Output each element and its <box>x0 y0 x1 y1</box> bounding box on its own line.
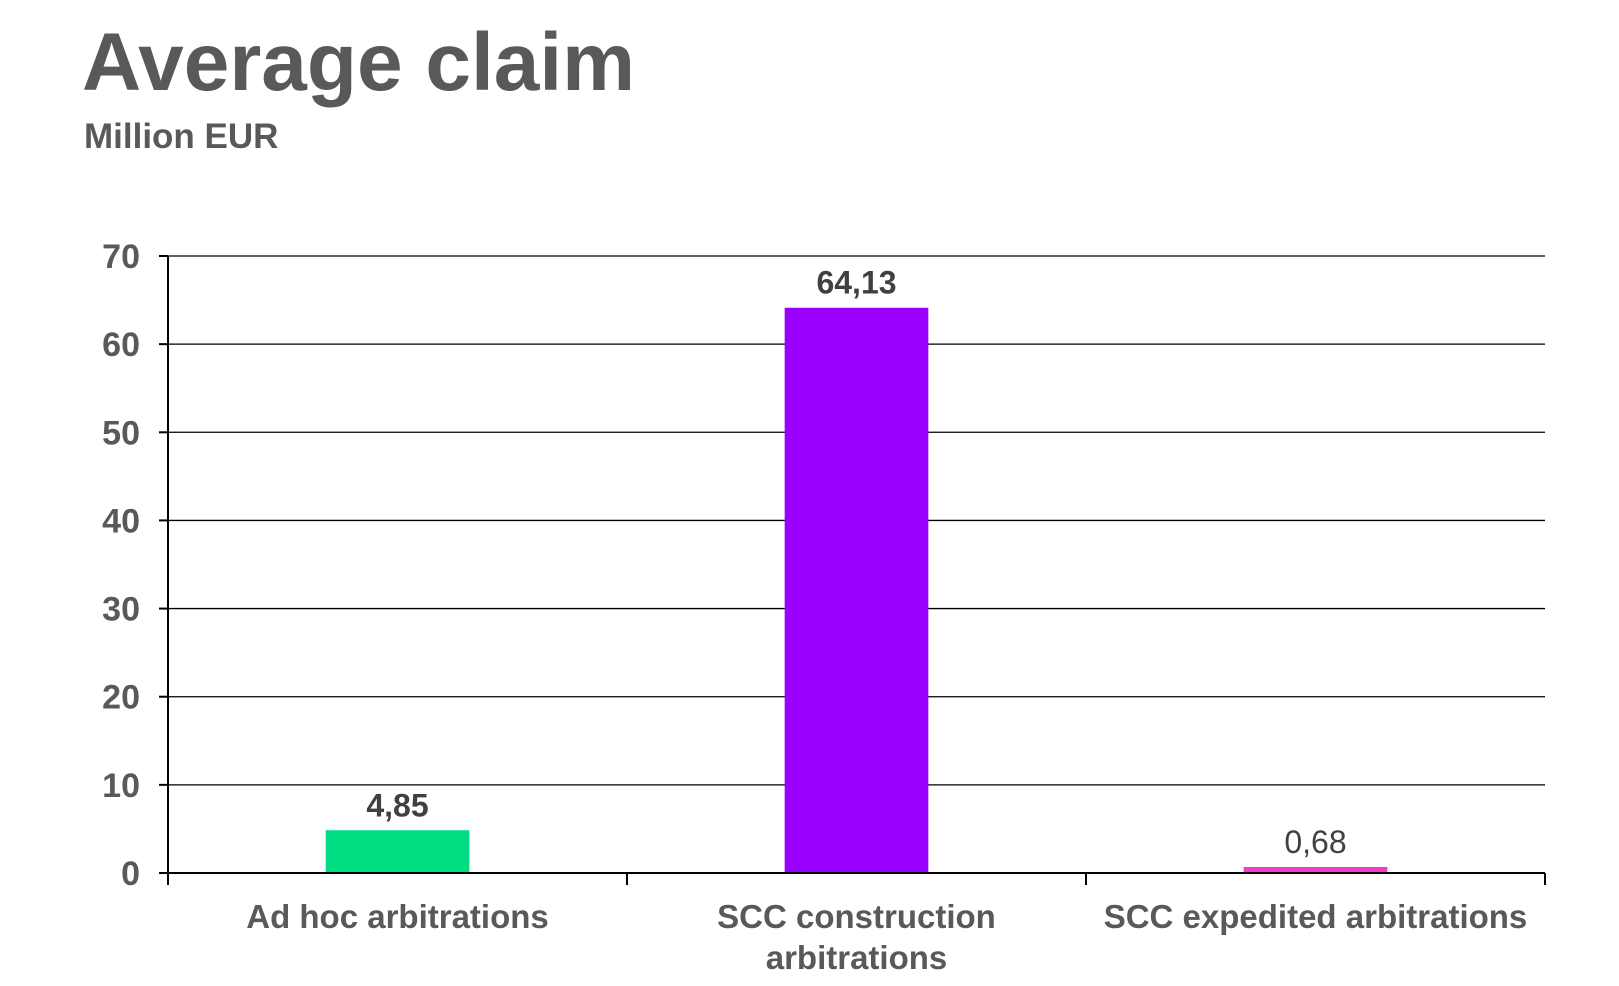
y-tick-label: 40 <box>102 502 140 540</box>
data-label: 0,68 <box>1284 824 1346 860</box>
x-tick-label: Ad hoc arbitrations <box>246 898 549 935</box>
y-tick-label: 0 <box>121 855 140 893</box>
axes <box>159 255 1546 885</box>
x-tick-label: SCC expedited arbitrations <box>1104 898 1528 935</box>
data-label: 64,13 <box>816 265 896 301</box>
x-tick-label: arbitrations <box>766 939 948 976</box>
bars <box>325 307 1388 873</box>
chart-subtitle: Million EUR <box>84 117 279 156</box>
y-tick-label: 60 <box>102 326 140 364</box>
y-tick-label: 10 <box>102 767 140 805</box>
bar <box>784 307 929 873</box>
labels: 0 10 20 30 40 50 60 70 4,85 Ad hoc arbitrations 64… <box>102 238 1527 976</box>
bar <box>1243 867 1388 873</box>
y-tick-label: 30 <box>102 591 140 629</box>
x-tick-label: SCC construction <box>717 898 996 935</box>
bar <box>325 830 470 873</box>
y-tick-label: 20 <box>102 679 140 717</box>
y-tick-label: 70 <box>102 238 140 276</box>
y-tick-label: 50 <box>102 414 140 452</box>
chart-title: Average claim <box>82 17 636 108</box>
data-label: 4,85 <box>366 787 428 823</box>
